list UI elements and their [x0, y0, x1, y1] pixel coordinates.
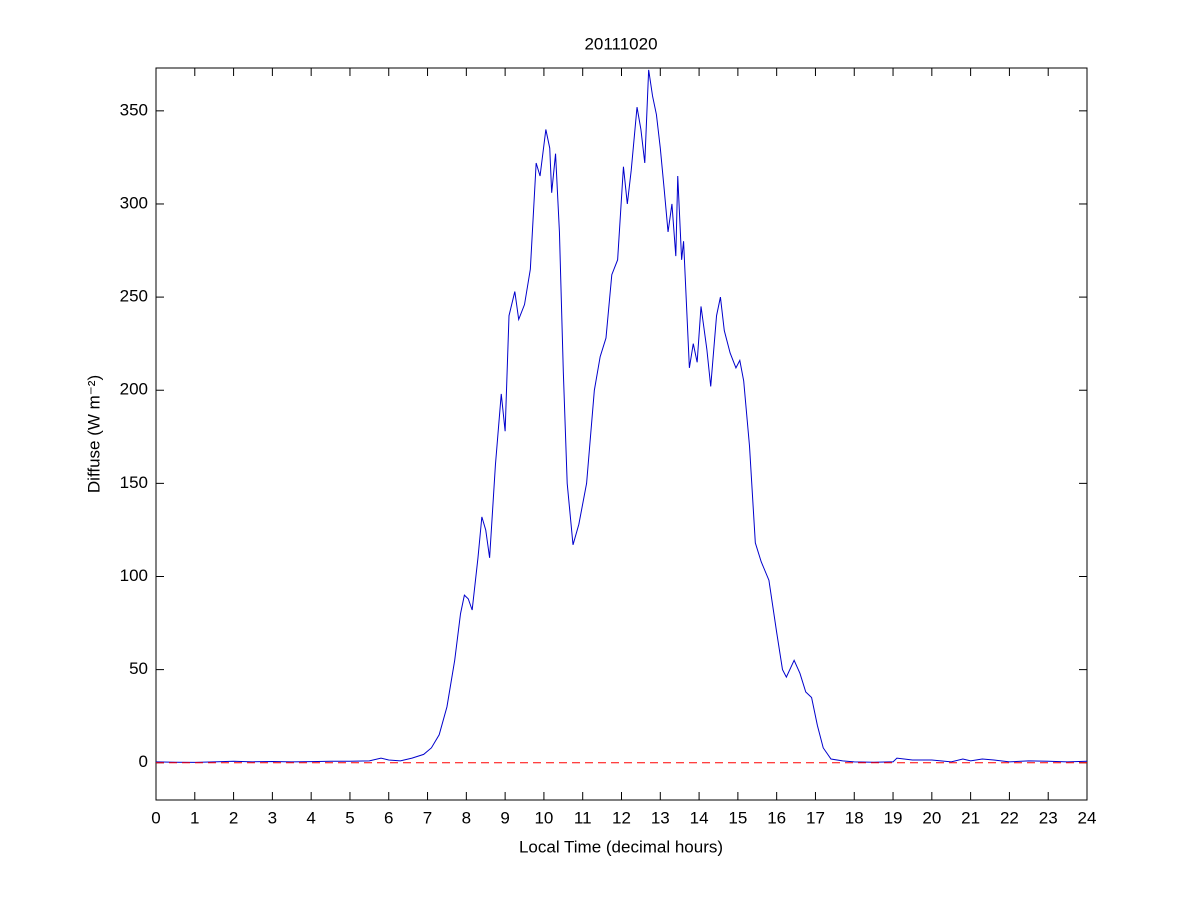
x-tick-label: 14 [690, 808, 709, 827]
x-tick-label: 12 [612, 808, 631, 827]
x-tick-label: 1 [190, 808, 199, 827]
y-tick-label: 350 [120, 100, 148, 119]
x-tick-label: 24 [1078, 808, 1097, 827]
y-tick-label: 150 [120, 473, 148, 492]
y-tick-label: 50 [129, 659, 148, 678]
x-tick-label: 17 [806, 808, 825, 827]
y-tick-label: 300 [120, 193, 148, 212]
x-tick-label: 4 [306, 808, 315, 827]
x-axis-label: Local Time (decimal hours) [519, 837, 723, 856]
x-tick-label: 13 [651, 808, 670, 827]
x-tick-label: 0 [151, 808, 160, 827]
x-tick-label: 16 [767, 808, 786, 827]
y-tick-label: 200 [120, 380, 148, 399]
y-tick-label: 0 [139, 752, 148, 771]
x-tick-label: 2 [229, 808, 238, 827]
y-axis-label: Diffuse (W m⁻²) [84, 375, 103, 493]
x-tick-label: 6 [384, 808, 393, 827]
x-tick-label: 21 [961, 808, 980, 827]
x-tick-label: 5 [345, 808, 354, 827]
chart-title: 20111020 [584, 34, 657, 53]
x-tick-label: 20 [922, 808, 941, 827]
data-line [155, 69, 1088, 763]
x-tick-label: 3 [268, 808, 277, 827]
x-tick-label: 19 [884, 808, 903, 827]
x-tick-label: 7 [423, 808, 432, 827]
x-tick-label: 8 [462, 808, 471, 827]
x-tick-label: 9 [500, 808, 509, 827]
y-tick-label: 100 [120, 566, 148, 585]
x-tick-label: 10 [534, 808, 553, 827]
x-tick-label: 15 [728, 808, 747, 827]
x-tick-label: 11 [574, 808, 592, 827]
y-tick-label: 250 [120, 287, 148, 306]
x-tick-label: 18 [845, 808, 864, 827]
x-tick-label: 23 [1039, 808, 1058, 827]
x-tick-label: 22 [1000, 808, 1019, 827]
